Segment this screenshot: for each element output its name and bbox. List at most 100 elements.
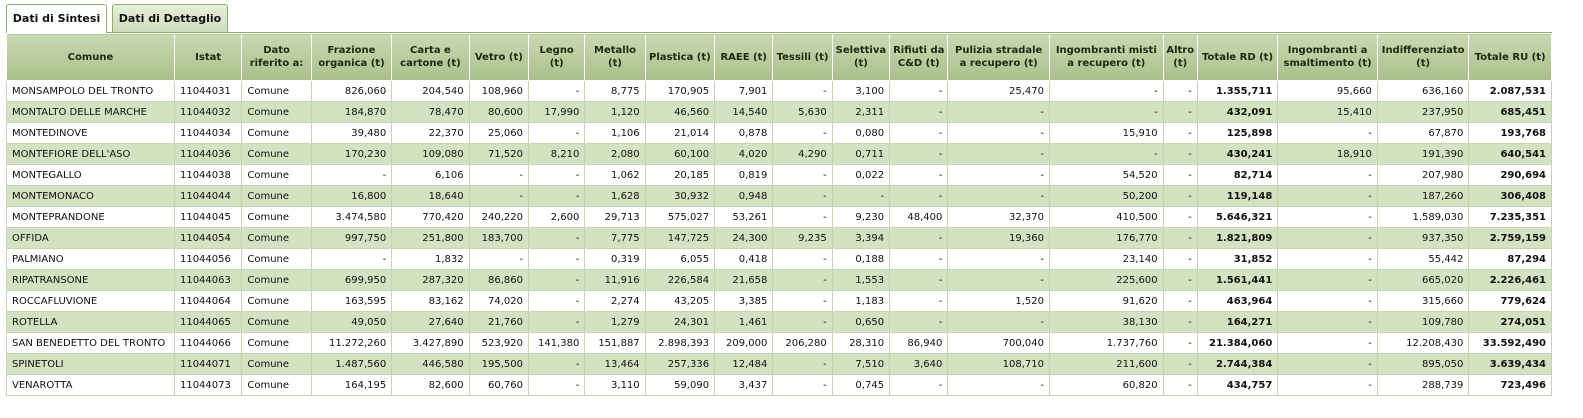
column-header[interactable]: Metallo (t)	[584, 33, 646, 81]
table-cell: 1,120	[584, 101, 646, 123]
table-cell: -	[947, 101, 1050, 123]
table-cell: 315,660	[1376, 290, 1470, 312]
column-header[interactable]: Istat	[173, 33, 243, 81]
table-cell: -	[1162, 332, 1198, 354]
table-cell: 86,860	[468, 269, 530, 291]
table-cell: 11044056	[173, 248, 243, 270]
table-cell: -	[1277, 374, 1378, 396]
table-cell: 3,394	[831, 227, 891, 249]
column-header[interactable]: Comune	[6, 33, 175, 81]
table-cell: 5,630	[772, 101, 833, 123]
table-cell: -	[527, 80, 586, 102]
table-cell: -	[1162, 185, 1198, 207]
table-cell: 11044065	[173, 311, 243, 333]
column-header[interactable]: Totale RU (t)	[1468, 33, 1552, 81]
table-cell: 31,852	[1196, 248, 1279, 270]
table-cell: Comune	[241, 311, 312, 333]
table-cell: -	[1048, 101, 1164, 123]
table-cell: Comune	[241, 164, 312, 186]
table-cell: -	[1277, 290, 1378, 312]
table-cell: -	[1277, 185, 1378, 207]
column-header[interactable]: Ingombranti a smaltimento (t)	[1277, 33, 1378, 81]
column-header[interactable]: Vetro (t)	[468, 33, 530, 81]
table-cell: MONSAMPOLO DEL TRONTO	[6, 80, 175, 102]
table-cell: -	[889, 311, 949, 333]
table-cell: -	[772, 122, 833, 144]
column-header[interactable]: Legno (t)	[527, 33, 586, 81]
table-cell: 59,090	[644, 374, 716, 396]
table-cell: -	[889, 122, 949, 144]
table-cell: -	[310, 164, 393, 186]
table-cell: 14,540	[714, 101, 774, 123]
table-cell: 170,905	[644, 80, 716, 102]
column-header[interactable]: Totale RD (t)	[1196, 33, 1279, 81]
table-row: OFFIDA 11044054 Comune 997,750 251,800 183,70…	[6, 227, 1552, 249]
column-header[interactable]: Tessili (t)	[772, 33, 833, 81]
column-header[interactable]: Frazione organica (t)	[310, 33, 393, 81]
tab-dati-di-dettaglio[interactable]: Dati di Dettaglio	[112, 4, 228, 32]
table-cell: 895,050	[1376, 353, 1470, 375]
tab-dati-di-sintesi[interactable]: Dati di Sintesi	[6, 4, 107, 33]
table-cell: 53,261	[714, 206, 774, 228]
table-row: ROCCAFLUVIONE 11044064 Comune 163,595 83,162…	[6, 290, 1552, 312]
table-cell: 251,800	[391, 227, 470, 249]
table-cell: 109,080	[391, 143, 470, 165]
table-cell: 826,060	[310, 80, 393, 102]
table-cell: 195,500	[468, 353, 530, 375]
column-header[interactable]: RAEE (t)	[714, 33, 774, 81]
table-header-row: Comune Istat Dato riferito a: Frazione orga…	[6, 33, 1552, 81]
table-cell: SAN BENEDETTO DEL TRONTO	[6, 332, 175, 354]
waste-data-table: Comune Istat Dato riferito a: Frazione orga…	[6, 33, 1552, 396]
table-cell: -	[1277, 227, 1378, 249]
table-row: ROTELLA 11044065 Comune 49,050 27,640 21,760-…	[6, 311, 1552, 333]
table-row: SAN BENEDETTO DEL TRONTO 11044066 Comune 11…	[6, 332, 1552, 354]
table-cell: Comune	[241, 374, 312, 396]
table-cell: 176,770	[1048, 227, 1164, 249]
column-header[interactable]: Altro (t)	[1162, 33, 1198, 81]
table-cell: 184,870	[310, 101, 393, 123]
table-cell: 2.226,461	[1468, 269, 1552, 291]
column-header[interactable]: Carta e cartone (t)	[391, 33, 470, 81]
table-cell: 13,464	[584, 353, 646, 375]
table-cell: -	[947, 164, 1050, 186]
table-cell: 108,960	[468, 80, 530, 102]
table-cell: -	[1277, 332, 1378, 354]
table-cell: 575,027	[644, 206, 716, 228]
column-header[interactable]: Indifferenziato (t)	[1376, 33, 1470, 81]
column-header[interactable]: Pulizia stradale a recupero (t)	[947, 33, 1050, 81]
table-cell: -	[1162, 353, 1198, 375]
table-cell: 779,624	[1468, 290, 1552, 312]
table-cell: 193,768	[1468, 122, 1552, 144]
table-cell: 21.384,060	[1196, 332, 1279, 354]
table-cell: -	[1277, 122, 1378, 144]
tab-divider	[6, 32, 1552, 33]
table-cell: 1,106	[584, 122, 646, 144]
table-cell: -	[1162, 143, 1198, 165]
column-header[interactable]: Plastica (t)	[644, 33, 716, 81]
table-cell: -	[1048, 143, 1164, 165]
table-cell: 207,980	[1376, 164, 1470, 186]
table-cell: 60,820	[1048, 374, 1164, 396]
table-cell: 0,819	[714, 164, 774, 186]
table-cell: 206,280	[772, 332, 833, 354]
table-cell: PALMIANO	[6, 248, 175, 270]
table-cell: Comune	[241, 248, 312, 270]
table-cell: 11044031	[173, 80, 243, 102]
table-row: MONTEMONACO 11044044 Comune 16,800 18,640- -1…	[6, 185, 1552, 207]
table-cell: ROCCAFLUVIONE	[6, 290, 175, 312]
table-cell: 225,600	[1048, 269, 1164, 291]
column-header[interactable]: Dato riferito a:	[241, 33, 312, 81]
table-cell: 8,775	[584, 80, 646, 102]
column-header[interactable]: Selettiva (t)	[831, 33, 891, 81]
table-cell: 1.487,560	[310, 353, 393, 375]
table-cell: -	[947, 374, 1050, 396]
column-header[interactable]: Ingombranti misti a recupero (t)	[1048, 33, 1164, 81]
column-header[interactable]: Rifiuti da C&D (t)	[889, 33, 949, 81]
table-cell: MONTALTO DELLE MARCHE	[6, 101, 175, 123]
table-cell: -	[310, 248, 393, 270]
table-cell: 0,080	[831, 122, 891, 144]
table-cell: 74,020	[468, 290, 530, 312]
table-cell: Comune	[241, 269, 312, 291]
table-cell: 7,510	[831, 353, 891, 375]
table-cell: MONTEDINOVE	[6, 122, 175, 144]
